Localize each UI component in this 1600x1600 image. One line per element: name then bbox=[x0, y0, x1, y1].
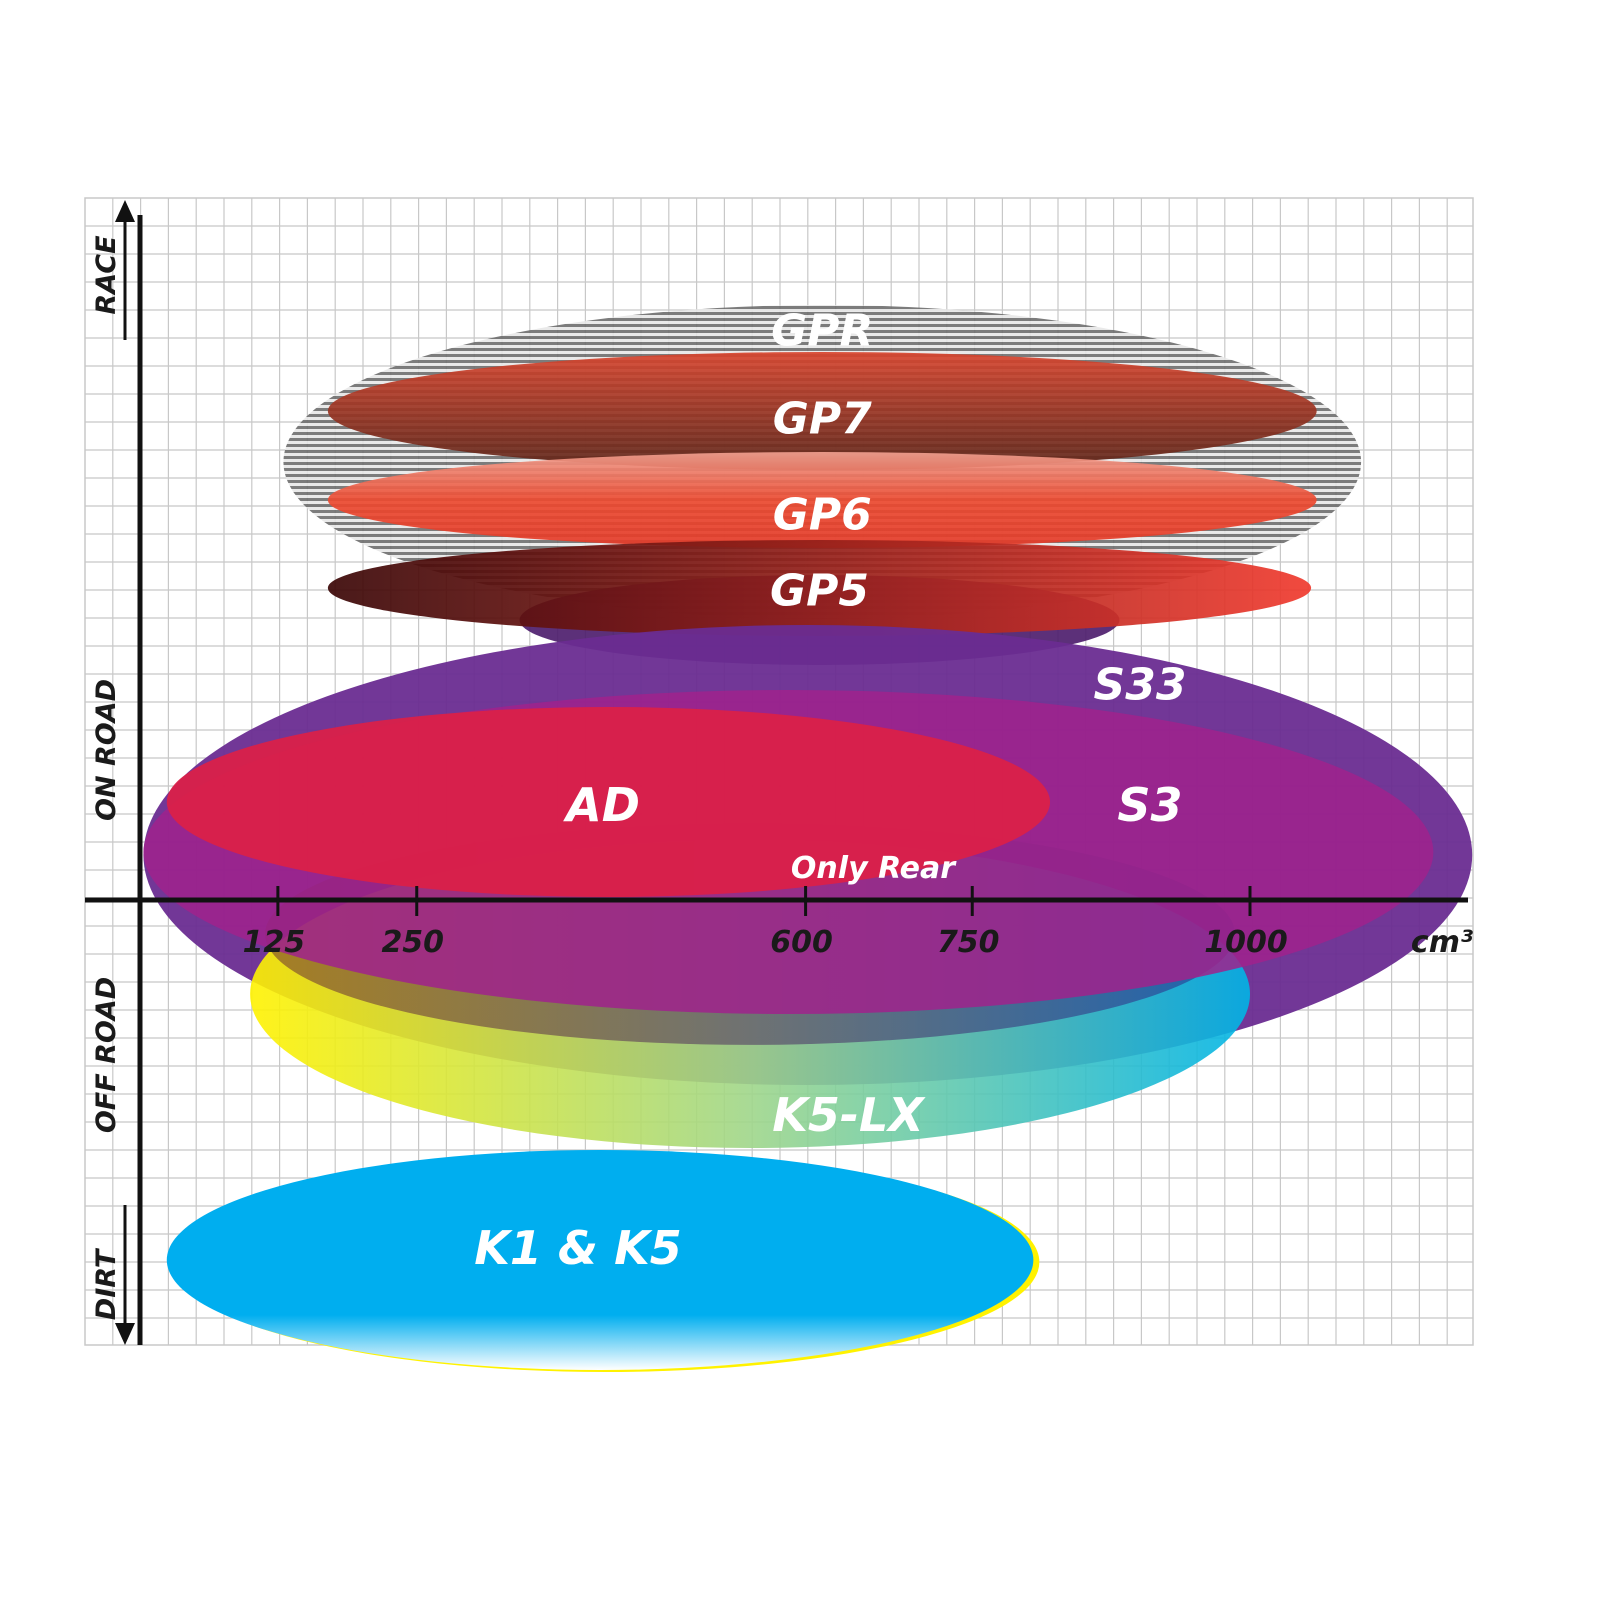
y-label-race: RACE bbox=[91, 235, 122, 315]
y-labels: RACE ON ROAD OFF ROAD DIRT bbox=[91, 235, 122, 1320]
axes bbox=[85, 200, 1468, 1345]
label-ad: AD bbox=[563, 778, 640, 832]
arrow-down-icon bbox=[115, 1323, 135, 1345]
y-label-on-road: ON ROAD bbox=[91, 679, 122, 821]
label-only-rear: Only Rear bbox=[791, 851, 957, 886]
x-axis-unit: cm³ bbox=[1411, 925, 1473, 960]
x-tick-label: 125 bbox=[243, 925, 306, 960]
y-label-off-road: OFF ROAD bbox=[91, 977, 122, 1133]
product-ellipses bbox=[143, 305, 1473, 1372]
x-ticks: 125 250 600 750 1000 bbox=[243, 886, 1288, 960]
label-s33: S33 bbox=[1094, 659, 1187, 710]
label-k1-k5: K1 & K5 bbox=[474, 1221, 681, 1275]
label-gp6: GP6 bbox=[773, 489, 872, 540]
x-tick-label: 600 bbox=[770, 925, 833, 960]
x-tick-label: 1000 bbox=[1204, 925, 1288, 960]
product-labels: GPR GP7 GP6 GP5 S33 K5-LX Only Rear S3 AD K1 & K5 bbox=[474, 305, 1186, 1275]
ellipse-ad bbox=[166, 707, 1051, 897]
label-gpr: GPR bbox=[771, 305, 873, 356]
label-k5-lx: K5-LX bbox=[772, 1088, 926, 1142]
x-tick-label: 750 bbox=[937, 925, 1000, 960]
ellipse-gp7 bbox=[327, 352, 1317, 470]
label-s3: S3 bbox=[1117, 778, 1182, 832]
label-gp7: GP7 bbox=[773, 393, 872, 444]
label-gp5: GP5 bbox=[770, 565, 869, 616]
arrow-up-icon bbox=[115, 200, 135, 222]
ellipse-gp5 bbox=[327, 540, 1312, 636]
y-label-dirt: DIRT bbox=[91, 1247, 122, 1320]
x-tick-label: 250 bbox=[381, 925, 444, 960]
ellipse-k1-k5 bbox=[166, 1150, 1034, 1370]
ellipse-gp6 bbox=[327, 452, 1317, 548]
